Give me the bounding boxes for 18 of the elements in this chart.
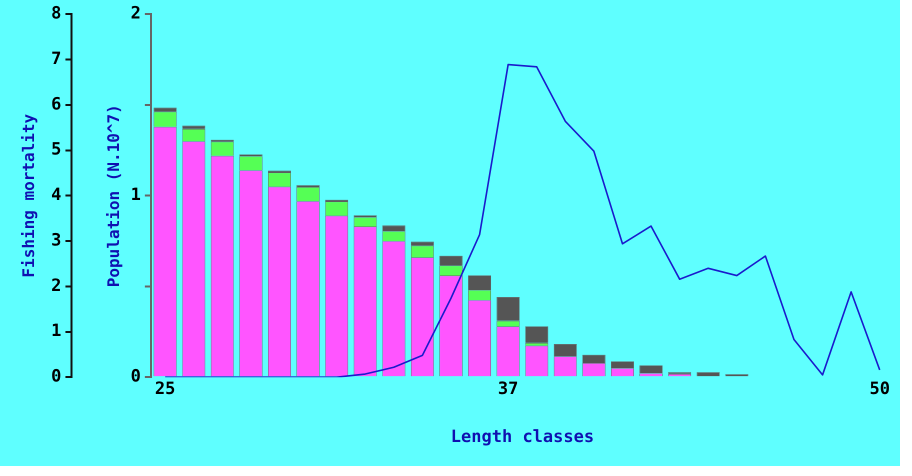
y2-tick-label: 3 <box>51 230 62 250</box>
y2-tick-label: 4 <box>51 185 62 206</box>
x-axis-title: Length classes <box>450 427 594 448</box>
y2-tick-label: 8 <box>51 4 62 24</box>
y2-tick-label: 5 <box>51 140 62 160</box>
y2-tick-label: 1 <box>51 321 62 342</box>
x-tick-label: 37 <box>498 378 518 399</box>
y2-tick-label: 6 <box>51 94 62 114</box>
y2-tick-label: 2 <box>51 276 62 296</box>
y2-tick-label: 7 <box>51 48 62 69</box>
y-tick-label: 1 <box>130 185 141 206</box>
x-tick-label: 25 <box>154 378 176 399</box>
y-tick-label: 0 <box>130 366 141 387</box>
y-tick-label: 2 <box>130 4 141 24</box>
y-axis-title: Population (N.10^7) <box>104 104 124 288</box>
y2-tick-label: 0 <box>51 366 62 387</box>
x-tick-label: 50 <box>869 378 890 399</box>
y2-axis-title: Fishing mortality <box>18 113 38 278</box>
